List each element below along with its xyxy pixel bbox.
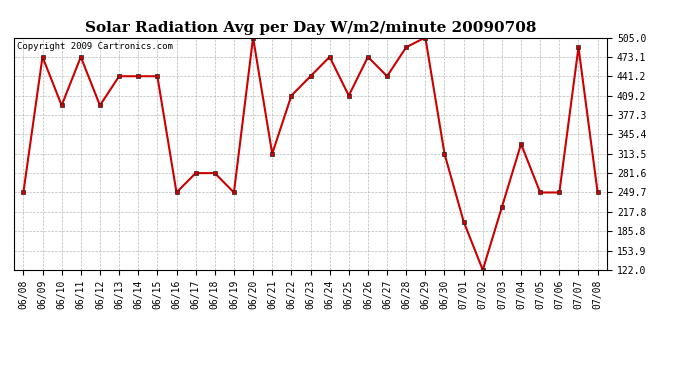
- Text: Copyright 2009 Cartronics.com: Copyright 2009 Cartronics.com: [17, 42, 172, 51]
- Title: Solar Radiation Avg per Day W/m2/minute 20090708: Solar Radiation Avg per Day W/m2/minute …: [85, 21, 536, 35]
